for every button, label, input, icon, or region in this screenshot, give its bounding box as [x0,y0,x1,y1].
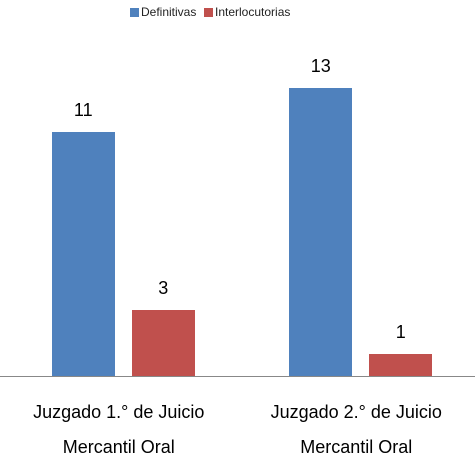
data-label: 1 [395,321,406,342]
data-label: 11 [73,100,93,121]
axis-line [0,376,475,377]
legend-label: Definitivas [141,5,197,19]
bar [369,353,433,376]
legend-swatch [130,8,139,17]
data-label: 13 [310,56,331,76]
bar [51,132,115,376]
x-tick-label: Juzgado 2.° de Juicio Mercantil Oral [270,402,442,457]
x-tick-label: Juzgado 1.° de Juicio Mercantil Oral [33,402,205,457]
bar [131,309,195,376]
bar [289,88,353,376]
legend-swatch [204,8,213,17]
data-label: 3 [158,277,169,298]
legend-label: Interlocutorias [215,5,291,19]
